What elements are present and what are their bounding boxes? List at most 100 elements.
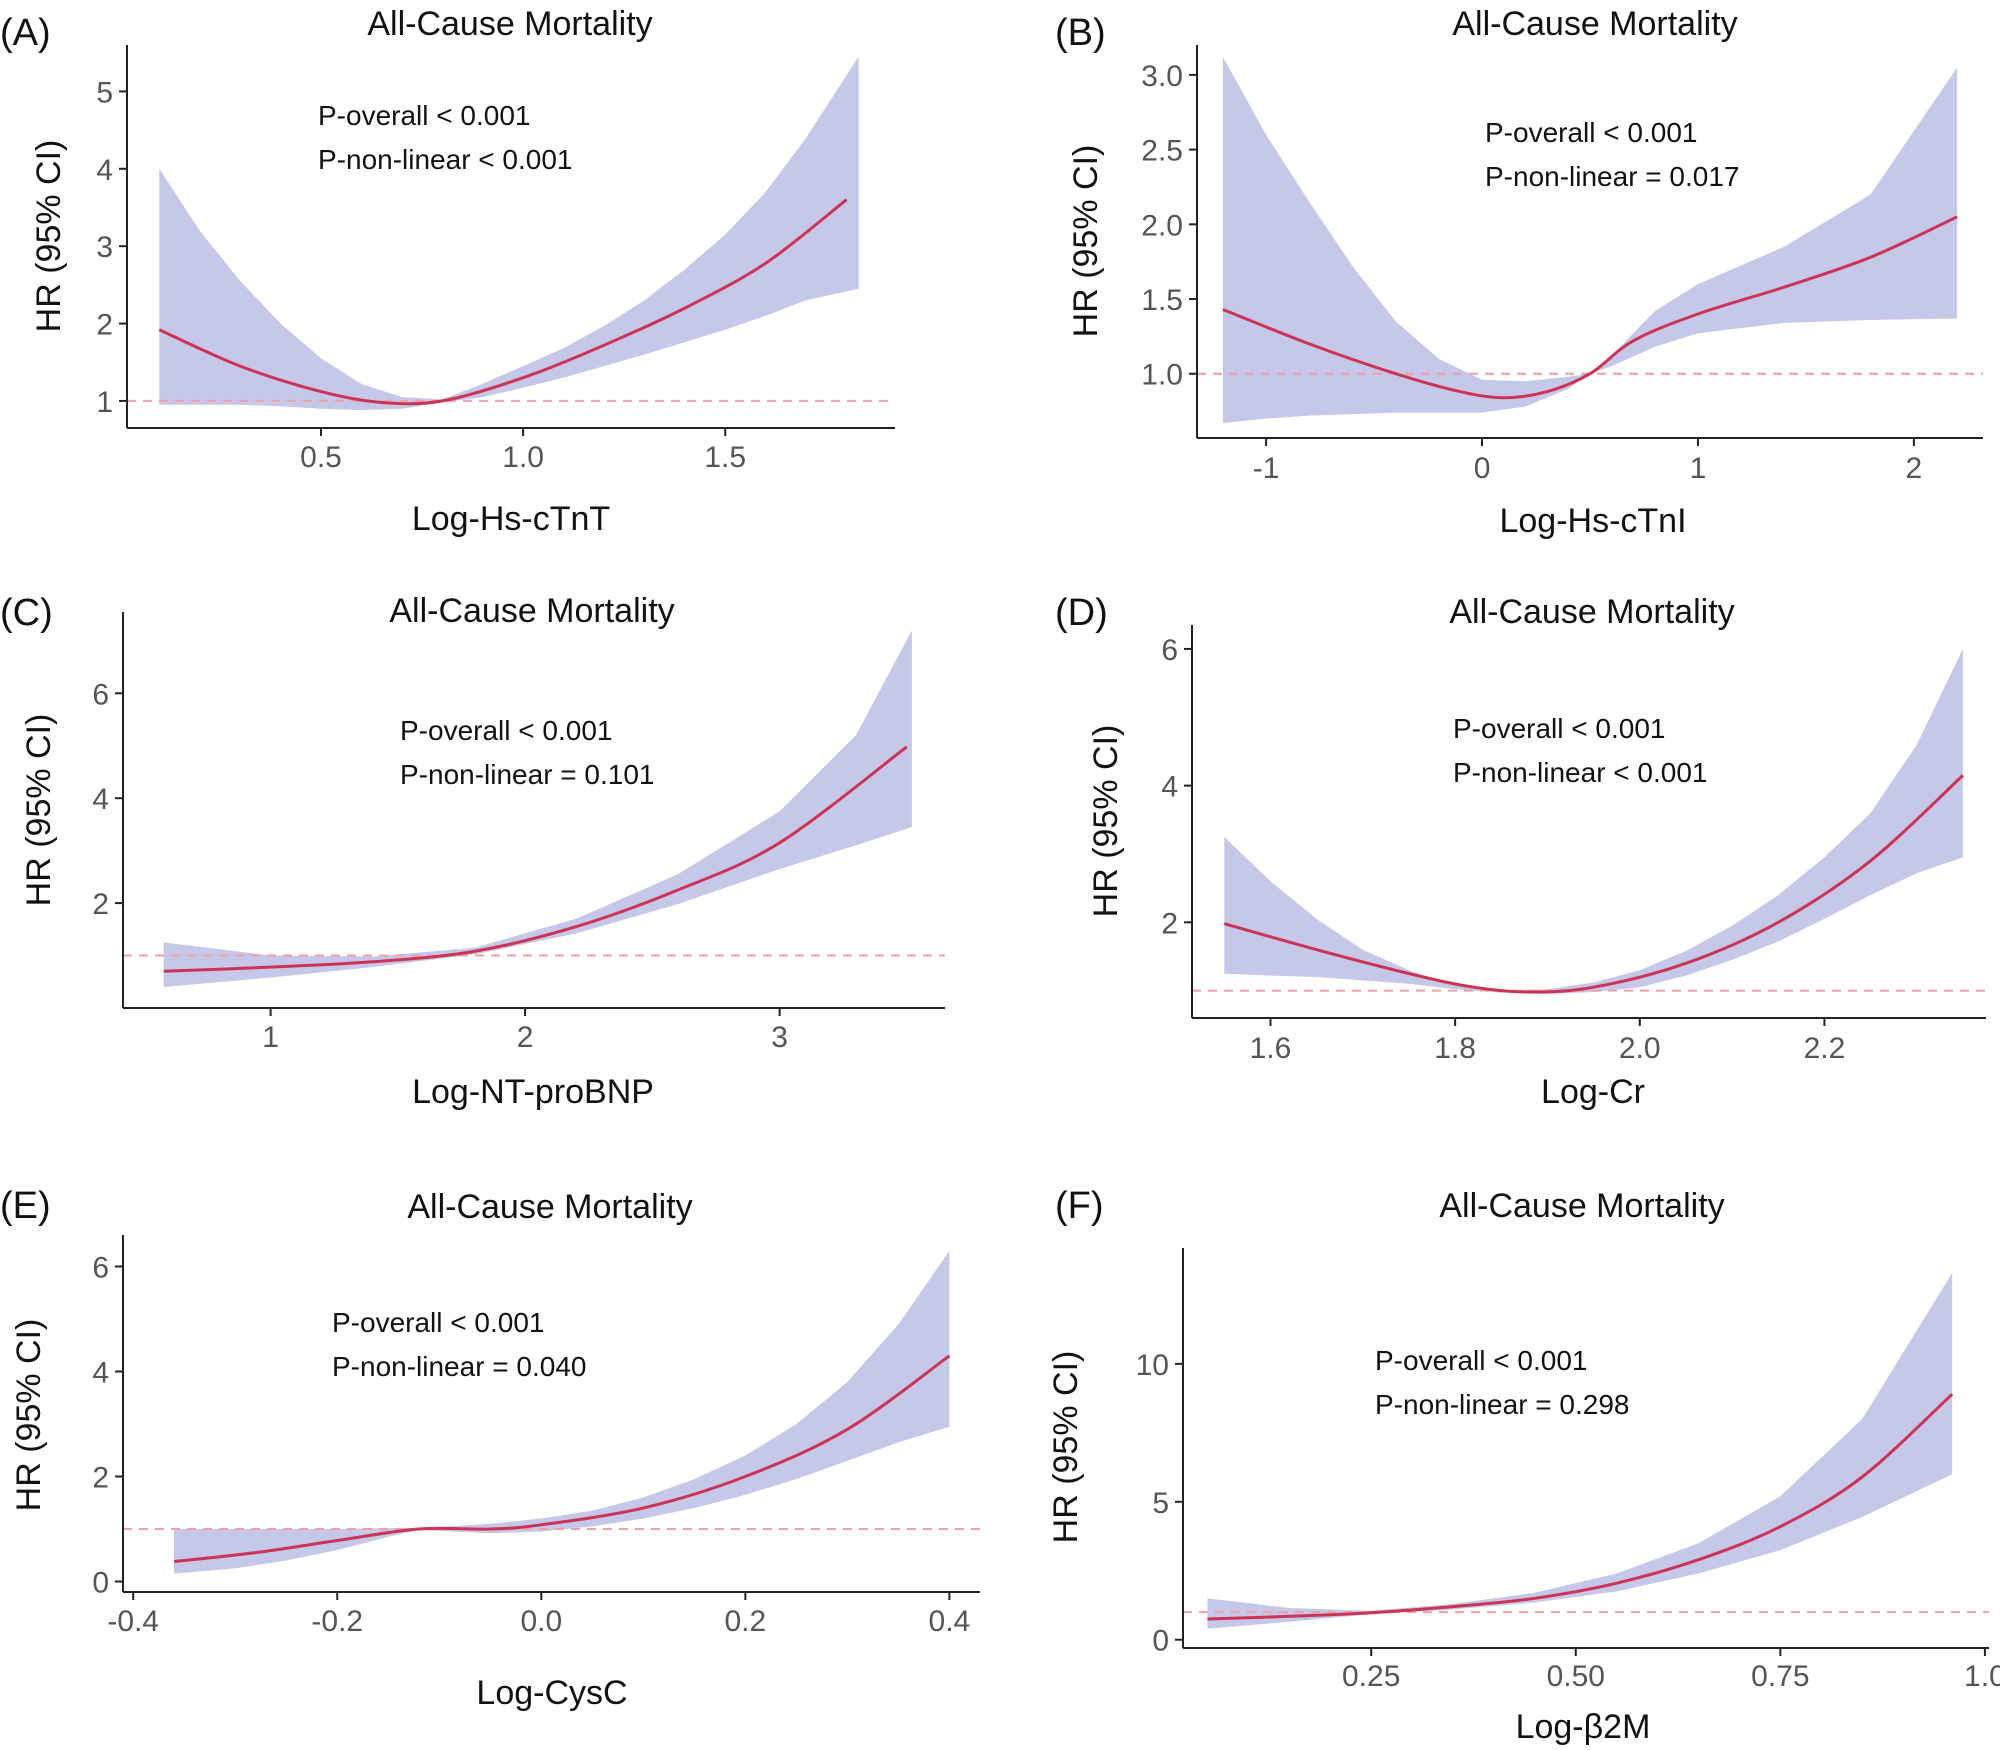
chart-panel-b: (B) All-Cause Mortality 1.0 1.5 2.0 2.5 3.0 -1 0… xyxy=(1055,5,1983,540)
y-axis-label: HR (95% CI) xyxy=(1067,145,1105,338)
p-overall-annotation: P-overall < 0.001 xyxy=(318,100,530,131)
x-tick-label: 0.0 xyxy=(520,1605,562,1638)
y-tick-label: 0 xyxy=(92,1567,109,1600)
y-tick-label: 3 xyxy=(96,231,113,264)
y-tick-label: 1.0 xyxy=(1141,359,1183,392)
p-overall-annotation: P-overall < 0.001 xyxy=(332,1307,544,1338)
p-overall-annotation: P-overall < 0.001 xyxy=(1485,117,1697,148)
y-tick-label: 4 xyxy=(92,783,109,816)
panel-label: (A) xyxy=(0,12,51,54)
y-axis-label: HR (95% CI) xyxy=(10,1319,48,1512)
x-axis-label: Log-NT-proBNP xyxy=(412,1073,654,1111)
p-non-linear-annotation: P-non-linear = 0.101 xyxy=(400,759,655,790)
x-tick-label: 2 xyxy=(517,1021,534,1054)
y-tick-label: 2 xyxy=(92,1462,109,1495)
chart-title: All-Cause Mortality xyxy=(1439,1187,1724,1225)
y-tick-label: 5 xyxy=(96,76,113,109)
p-non-linear-annotation: P-non-linear = 0.017 xyxy=(1485,161,1740,192)
panel-label: (B) xyxy=(1055,12,1106,54)
ci-band xyxy=(174,1250,950,1574)
ci-band xyxy=(1222,57,1958,424)
x-tick-label: 0.5 xyxy=(300,441,342,474)
x-tick-label: 0.4 xyxy=(929,1605,971,1638)
y-tick-label: 5 xyxy=(1152,1487,1169,1520)
hr-curve xyxy=(158,198,848,406)
panel-label: (E) xyxy=(0,1185,51,1227)
y-tick-label: 2.0 xyxy=(1141,209,1183,242)
x-tick-label: -0.4 xyxy=(107,1605,159,1638)
y-tick-label: 1 xyxy=(96,386,113,419)
x-tick-label: 0.25 xyxy=(1342,1660,1400,1693)
x-axis-label: Log-CysC xyxy=(476,1674,627,1712)
x-tick-label: 0.2 xyxy=(724,1605,766,1638)
y-tick-label: 3.0 xyxy=(1141,60,1183,93)
hr-curve xyxy=(173,1354,951,1563)
chart-panel-f: (F) All-Cause Mortality 0 5 10 0.25 0.50 0.75 1.… xyxy=(1047,1185,2000,1746)
x-tick-label: 1.5 xyxy=(704,441,746,474)
panel-label: (C) xyxy=(0,592,53,634)
x-axis-label: Log-β2M xyxy=(1516,1708,1651,1746)
y-tick-label: 6 xyxy=(92,1252,109,1285)
x-tick-label: 2 xyxy=(1906,452,1923,485)
chart-panel-c: (C) All-Cause Mortality 2 4 6 1 2 3 Log-NT-proBN… xyxy=(0,592,945,1111)
y-tick-label: 1.5 xyxy=(1141,284,1183,317)
x-tick-label: 1 xyxy=(262,1021,279,1054)
x-axis-label: Log-Hs-cTnT xyxy=(412,500,610,538)
hr-curve xyxy=(1223,774,1964,994)
hr-curve xyxy=(1222,215,1958,400)
x-tick-label: 0 xyxy=(1474,452,1491,485)
x-tick-label: -1 xyxy=(1253,452,1280,485)
x-tick-label: -0.2 xyxy=(311,1605,363,1638)
x-tick-label: 1.6 xyxy=(1250,1032,1292,1065)
x-tick-label: 1.0 xyxy=(1964,1660,2000,1693)
y-axis-label: HR (95% CI) xyxy=(1047,1351,1085,1544)
x-axis-label: Log-Cr xyxy=(1541,1073,1645,1111)
ci-band xyxy=(1224,648,1963,995)
x-tick-label: 3 xyxy=(771,1021,788,1054)
y-tick-label: 6 xyxy=(1161,634,1178,667)
y-tick-label: 2 xyxy=(96,309,113,342)
panel-label: (F) xyxy=(1055,1185,1104,1227)
y-tick-label: 10 xyxy=(1136,1349,1169,1382)
y-axis-label: HR (95% CI) xyxy=(1087,725,1125,918)
y-tick-label: 4 xyxy=(1161,771,1178,804)
x-tick-label: 1.8 xyxy=(1434,1032,1476,1065)
p-overall-annotation: P-overall < 0.001 xyxy=(400,715,612,746)
chart-panel-a: (A) All-Cause Mortality 1 2 3 4 5 0.5 1.0 1.5 Log-… xyxy=(0,5,895,538)
p-overall-annotation: P-overall < 0.001 xyxy=(1375,1345,1587,1376)
y-axis-label: HR (95% CI) xyxy=(30,140,68,333)
p-overall-annotation: P-overall < 0.001 xyxy=(1453,713,1665,744)
y-tick-label: 6 xyxy=(92,678,109,711)
y-tick-label: 4 xyxy=(92,1357,109,1390)
ci-band xyxy=(163,630,912,987)
y-tick-label: 2 xyxy=(92,888,109,921)
p-non-linear-annotation: P-non-linear < 0.001 xyxy=(1453,757,1708,788)
x-tick-label: 1.0 xyxy=(502,441,544,474)
hr-curve xyxy=(163,745,908,973)
chart-panel-e: (E) All-Cause Mortality 0 2 4 6 -0.4 -0.2 0.0 0.2… xyxy=(0,1185,980,1712)
x-tick-label: 1 xyxy=(1690,452,1707,485)
y-tick-label: 2.5 xyxy=(1141,135,1183,168)
hr-curve xyxy=(1207,1393,1954,1621)
y-tick-label: 0 xyxy=(1152,1625,1169,1658)
chart-title: All-Cause Mortality xyxy=(389,592,674,630)
chart-panel-d: (D) All-Cause Mortality 2 4 6 1.6 1.8 2.0 2.2 Log… xyxy=(1055,592,1986,1111)
x-tick-label: 0.75 xyxy=(1751,1660,1809,1693)
y-axis-label: HR (95% CI) xyxy=(20,714,58,907)
p-non-linear-annotation: P-non-linear < 0.001 xyxy=(318,144,573,175)
chart-title: All-Cause Mortality xyxy=(367,5,652,43)
x-tick-label: 0.50 xyxy=(1547,1660,1605,1693)
x-tick-label: 2.0 xyxy=(1619,1032,1661,1065)
x-axis-label: Log-Hs-cTnI xyxy=(1499,502,1686,540)
chart-title: All-Cause Mortality xyxy=(1449,593,1734,631)
ci-band xyxy=(159,56,859,411)
p-non-linear-annotation: P-non-linear = 0.040 xyxy=(332,1351,587,1382)
chart-title: All-Cause Mortality xyxy=(1452,5,1737,43)
chart-title: All-Cause Mortality xyxy=(407,1188,692,1226)
y-tick-label: 2 xyxy=(1161,907,1178,940)
panel-label: (D) xyxy=(1055,592,1108,634)
x-tick-label: 2.2 xyxy=(1804,1032,1846,1065)
y-tick-label: 4 xyxy=(96,154,113,187)
